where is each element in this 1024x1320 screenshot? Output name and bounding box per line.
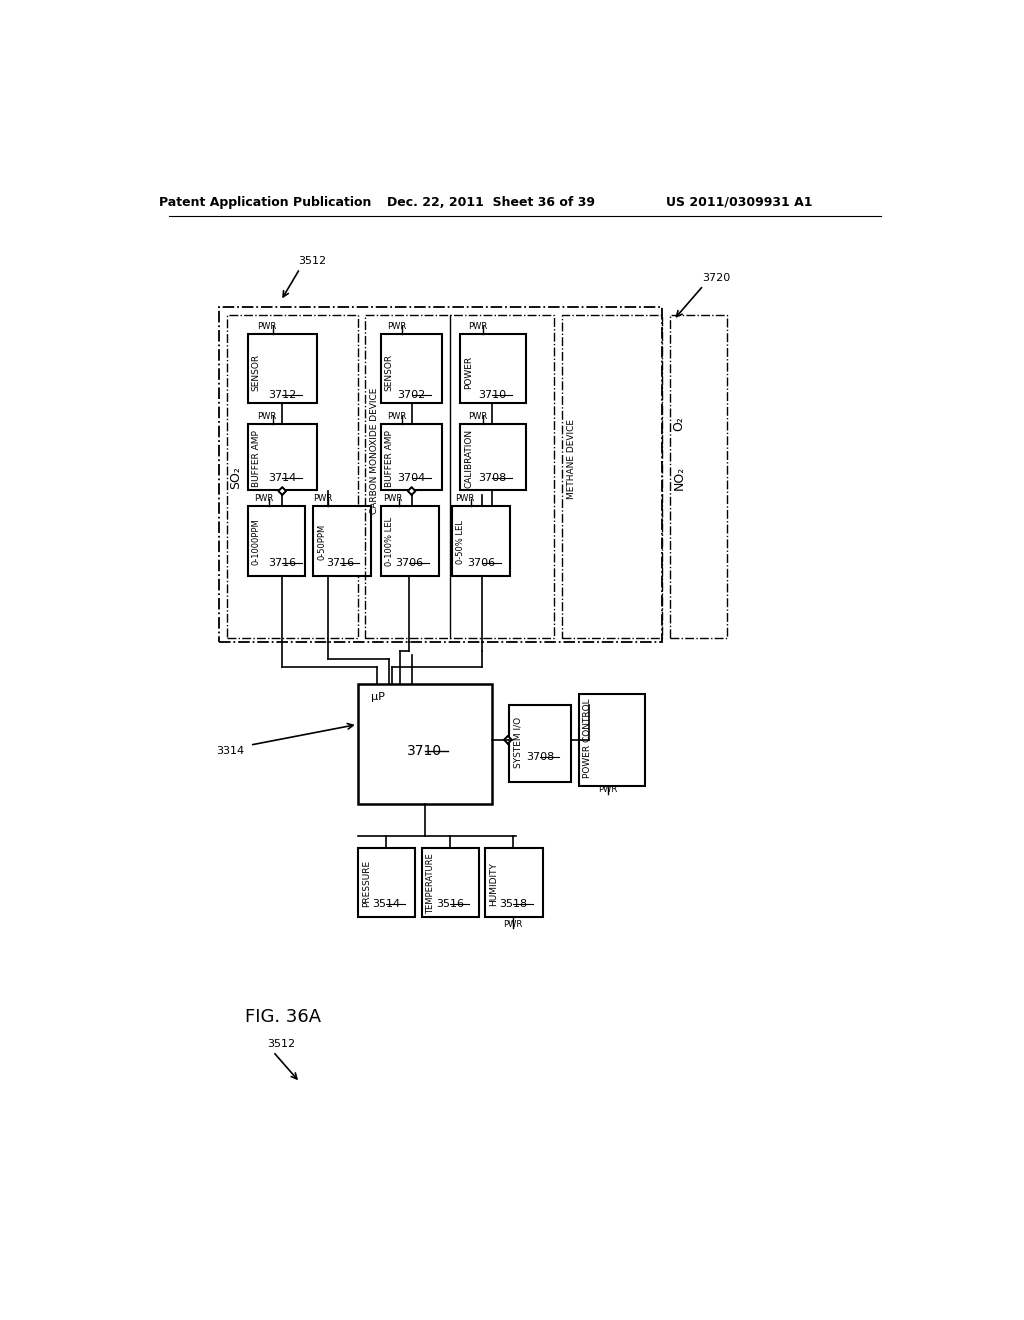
- Bar: [422, 847, 479, 917]
- Text: Dec. 22, 2011  Sheet 36 of 39: Dec. 22, 2011 Sheet 36 of 39: [387, 195, 595, 209]
- Text: BUFFER AMP: BUFFER AMP: [385, 430, 394, 487]
- Text: POWER CONTROL: POWER CONTROL: [584, 698, 593, 777]
- Text: 3516: 3516: [436, 899, 464, 908]
- Text: 3702: 3702: [397, 389, 426, 400]
- Text: PWR: PWR: [598, 785, 617, 795]
- Bar: [248, 507, 305, 576]
- Text: FIG. 36A: FIG. 36A: [245, 1008, 321, 1026]
- Bar: [366, 314, 554, 638]
- Text: 3714: 3714: [268, 473, 296, 483]
- Bar: [509, 705, 571, 781]
- Text: BUFFER AMP: BUFFER AMP: [252, 430, 260, 487]
- Text: PWR: PWR: [387, 322, 407, 331]
- Text: 0-50% LEL: 0-50% LEL: [457, 520, 465, 564]
- Text: HUMIDITY: HUMIDITY: [488, 862, 498, 906]
- Text: CARBON MONOXIDE DEVICE: CARBON MONOXIDE DEVICE: [370, 388, 379, 515]
- Polygon shape: [504, 737, 512, 743]
- Text: 3314: 3314: [216, 746, 245, 756]
- Bar: [562, 314, 662, 638]
- Text: 0-1000PPM: 0-1000PPM: [252, 519, 260, 565]
- Text: 0-50PPM: 0-50PPM: [317, 524, 326, 560]
- Text: NO₂: NO₂: [673, 466, 685, 490]
- Text: 3706: 3706: [395, 557, 423, 568]
- Text: US 2011/0309931 A1: US 2011/0309931 A1: [666, 195, 812, 209]
- Text: 3710: 3710: [408, 744, 442, 758]
- Bar: [670, 314, 727, 638]
- Text: POWER: POWER: [464, 356, 473, 389]
- Text: PWR: PWR: [468, 322, 487, 331]
- Text: 3708: 3708: [526, 752, 554, 763]
- Text: METHANE DEVICE: METHANE DEVICE: [566, 418, 575, 499]
- Bar: [248, 334, 316, 404]
- Bar: [219, 308, 662, 642]
- Text: 3512: 3512: [298, 256, 327, 265]
- Bar: [484, 847, 543, 917]
- Text: 3720: 3720: [701, 273, 730, 282]
- Bar: [357, 847, 416, 917]
- Text: 0-100% LEL: 0-100% LEL: [385, 517, 394, 566]
- Polygon shape: [279, 487, 286, 495]
- Text: 3710: 3710: [478, 389, 507, 400]
- Polygon shape: [408, 487, 416, 495]
- Text: µP: µP: [371, 693, 385, 702]
- Bar: [357, 684, 493, 804]
- Text: SENSOR: SENSOR: [385, 354, 394, 391]
- Bar: [453, 507, 510, 576]
- Text: PWR: PWR: [456, 494, 475, 503]
- Text: Patent Application Publication: Patent Application Publication: [159, 195, 372, 209]
- Bar: [580, 693, 645, 785]
- Bar: [381, 507, 438, 576]
- Text: CALIBRATION: CALIBRATION: [464, 429, 473, 488]
- Bar: [381, 334, 442, 404]
- Bar: [313, 507, 371, 576]
- Text: PRESSURE: PRESSURE: [361, 861, 371, 907]
- Text: PWR: PWR: [468, 412, 487, 421]
- Text: 3706: 3706: [468, 557, 496, 568]
- Text: SO₂: SO₂: [229, 466, 243, 490]
- Text: PWR: PWR: [254, 494, 273, 503]
- Bar: [460, 334, 525, 404]
- Bar: [460, 424, 525, 490]
- Text: PWR: PWR: [387, 412, 407, 421]
- Text: SYSTEM I/O: SYSTEM I/O: [513, 717, 522, 768]
- Bar: [248, 424, 316, 490]
- Bar: [381, 424, 442, 490]
- Text: 3716: 3716: [268, 557, 296, 568]
- Text: PWR: PWR: [504, 920, 523, 929]
- Text: TEMPERATURE: TEMPERATURE: [426, 853, 434, 915]
- Text: 3512: 3512: [267, 1039, 296, 1049]
- Text: PWR: PWR: [258, 322, 276, 331]
- Text: PWR: PWR: [313, 494, 333, 503]
- Text: 3708: 3708: [478, 473, 507, 483]
- Text: 3514: 3514: [372, 899, 400, 908]
- Text: PWR: PWR: [258, 412, 276, 421]
- Text: O₂: O₂: [673, 417, 685, 432]
- Text: PWR: PWR: [383, 494, 402, 503]
- Text: 3704: 3704: [397, 473, 426, 483]
- Text: 3712: 3712: [268, 389, 296, 400]
- Bar: [226, 314, 357, 638]
- Text: SENSOR: SENSOR: [252, 354, 260, 391]
- Text: 3716: 3716: [326, 557, 354, 568]
- Text: 3518: 3518: [499, 899, 527, 908]
